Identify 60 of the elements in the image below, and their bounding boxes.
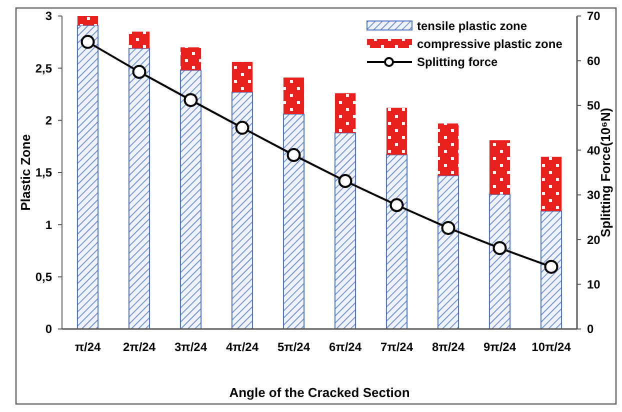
point xyxy=(338,174,352,188)
x-tick-label: π/24 xyxy=(74,340,102,354)
x-tick-label: 9π/24 xyxy=(483,340,516,354)
bar xyxy=(386,154,408,330)
y-tick-label: 2 xyxy=(45,114,52,128)
point xyxy=(390,198,404,212)
bar xyxy=(488,194,511,330)
bar xyxy=(437,175,460,330)
bar xyxy=(180,70,202,330)
bar xyxy=(180,47,202,70)
x-tick-label: 3π/24 xyxy=(174,340,208,354)
bar xyxy=(128,48,150,330)
y-tick-label: 0 xyxy=(45,322,52,336)
x-tick-label: 7π/24 xyxy=(380,340,414,354)
bar xyxy=(232,62,253,92)
bar xyxy=(77,16,98,26)
y2-tick-label: 60 xyxy=(587,54,601,68)
point xyxy=(544,260,558,274)
point xyxy=(492,241,507,256)
y2-tick-label: 40 xyxy=(587,143,601,158)
point xyxy=(132,64,146,79)
point xyxy=(441,220,456,235)
x-tick-label: 6π/24 xyxy=(328,340,362,354)
y-tick-label: 3 xyxy=(45,9,52,24)
x-tick-label: 8π/24 xyxy=(432,340,465,354)
y2-tick-label: 0 xyxy=(587,322,594,336)
legend-label: compressive plastic zone xyxy=(417,37,563,51)
bar xyxy=(282,114,305,330)
point xyxy=(80,34,95,49)
x-tick-label: 10π/24 xyxy=(532,340,572,354)
y2-tick-label: 30 xyxy=(587,188,601,202)
bar xyxy=(334,93,356,133)
x-tick-label: 5π/24 xyxy=(277,340,310,354)
bar xyxy=(489,140,510,194)
point xyxy=(286,148,301,162)
point xyxy=(235,120,250,135)
x-axis-title: Angle of the Cracked Section xyxy=(229,385,410,400)
bar xyxy=(438,123,459,176)
y-tick-label: 0,5 xyxy=(35,270,52,284)
y-axis-title: Plastic Zone xyxy=(18,134,33,211)
y2-tick-label: 10 xyxy=(587,277,601,292)
bar xyxy=(540,210,562,330)
bar xyxy=(76,24,99,330)
y2-tick-label: 20 xyxy=(587,232,601,247)
y-tick-label: 2,5 xyxy=(35,61,52,76)
bar xyxy=(334,132,356,330)
bar xyxy=(231,92,254,330)
point xyxy=(184,93,198,108)
bar xyxy=(540,156,562,212)
bar xyxy=(128,32,150,48)
legend-label: tensile plastic zone xyxy=(417,19,528,33)
legend-label: Splitting force xyxy=(417,55,498,69)
x-tick-label: 2π/24 xyxy=(122,340,156,354)
y-tick-label: 1 xyxy=(45,218,52,232)
bar xyxy=(386,108,408,155)
y-tick-label: 1,5 xyxy=(35,166,52,180)
bar xyxy=(283,78,304,114)
y2-tick-label: 50 xyxy=(587,98,601,113)
y2-tick-label: 70 xyxy=(587,9,601,24)
x-tick-label: 4π/24 xyxy=(226,340,259,354)
